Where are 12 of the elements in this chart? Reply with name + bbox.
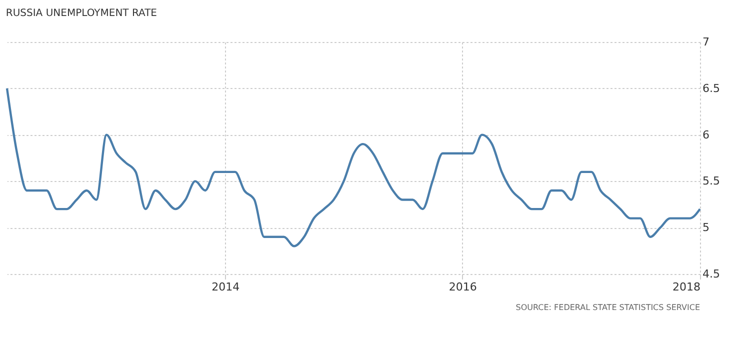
x-tick-label: 2016 xyxy=(448,280,477,294)
x-tick-label: 2018 xyxy=(672,280,700,294)
y-tick-label: 5 xyxy=(702,221,710,234)
y-tick-label: 7 xyxy=(702,36,710,48)
line-series xyxy=(6,87,702,248)
y-tick-label: 6 xyxy=(702,128,710,142)
y-tick-label: 6.5 xyxy=(702,82,720,95)
x-tick-label: 2014 xyxy=(212,280,240,294)
chart-title: RUSSIA UNEMPLOYMENT RATE xyxy=(6,8,158,19)
source-note: SOURCE: FEDERAL STATE STATISTICS SERVICE xyxy=(516,303,700,312)
y-tick-label: 5.5 xyxy=(702,174,720,188)
y-tick-label: 4.5 xyxy=(702,268,720,280)
